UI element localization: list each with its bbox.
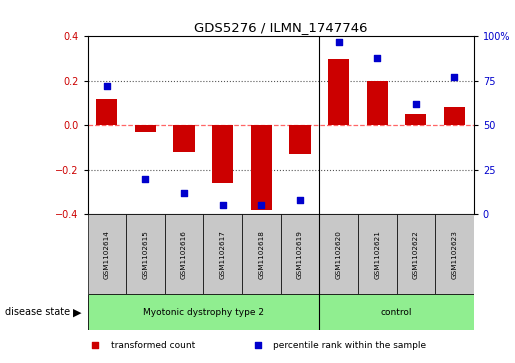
Point <box>103 83 111 89</box>
Point <box>253 342 262 348</box>
Point <box>296 197 304 203</box>
Text: GSM1102614: GSM1102614 <box>104 230 110 278</box>
Text: GSM1102616: GSM1102616 <box>181 230 187 278</box>
Bar <box>174 125 195 152</box>
Text: ▶: ▶ <box>73 307 81 317</box>
Bar <box>203 214 242 294</box>
Point <box>218 203 227 208</box>
Bar <box>165 214 203 294</box>
Point <box>91 342 99 348</box>
Bar <box>135 125 156 132</box>
Text: GSM1102615: GSM1102615 <box>143 230 148 278</box>
Bar <box>328 58 349 125</box>
Point <box>335 39 343 45</box>
Bar <box>367 81 388 125</box>
Text: control: control <box>381 308 413 317</box>
Text: GSM1102623: GSM1102623 <box>452 230 457 278</box>
Bar <box>251 125 272 210</box>
Bar <box>358 214 397 294</box>
Bar <box>397 214 435 294</box>
Bar <box>289 125 311 154</box>
Point <box>412 101 420 107</box>
Text: Myotonic dystrophy type 2: Myotonic dystrophy type 2 <box>143 308 264 317</box>
Point <box>373 55 381 61</box>
Text: GSM1102618: GSM1102618 <box>259 230 264 278</box>
Point <box>450 74 458 80</box>
Text: transformed count: transformed count <box>111 340 195 350</box>
Bar <box>319 294 474 330</box>
Bar <box>444 107 465 125</box>
Text: percentile rank within the sample: percentile rank within the sample <box>273 340 426 350</box>
Bar <box>88 294 319 330</box>
Bar <box>88 214 126 294</box>
Title: GDS5276 / ILMN_1747746: GDS5276 / ILMN_1747746 <box>194 21 367 34</box>
Bar <box>405 114 426 125</box>
Point <box>257 203 266 208</box>
Text: GSM1102620: GSM1102620 <box>336 230 341 278</box>
Text: disease state: disease state <box>5 307 70 317</box>
Text: GSM1102619: GSM1102619 <box>297 230 303 278</box>
Bar <box>281 214 319 294</box>
Bar <box>212 125 233 183</box>
Point <box>141 176 150 182</box>
Bar <box>96 99 117 125</box>
Text: GSM1102621: GSM1102621 <box>374 230 380 278</box>
Bar <box>126 214 165 294</box>
Point <box>180 190 188 196</box>
Text: GSM1102622: GSM1102622 <box>413 230 419 278</box>
Bar <box>435 214 474 294</box>
Bar <box>242 214 281 294</box>
Bar <box>319 214 358 294</box>
Text: GSM1102617: GSM1102617 <box>220 230 226 278</box>
